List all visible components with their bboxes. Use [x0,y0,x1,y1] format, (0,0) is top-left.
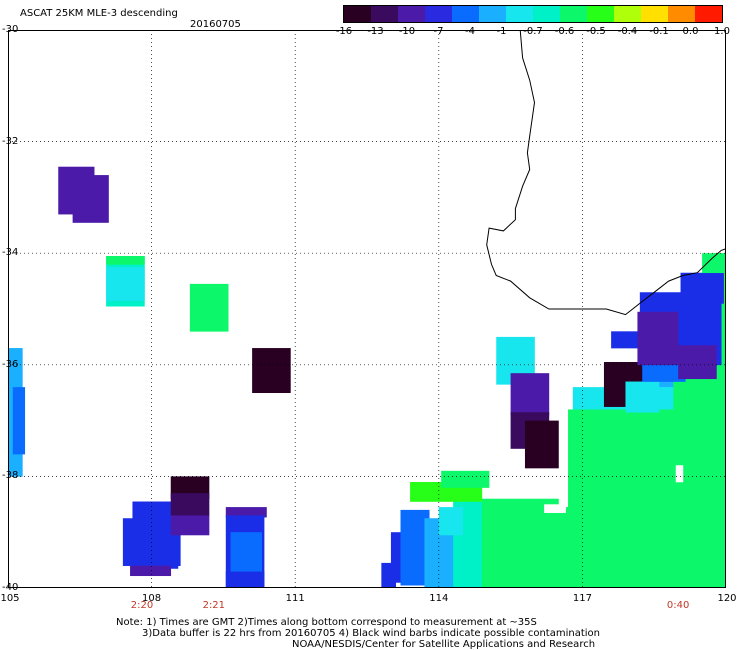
wind-cell [510,373,550,416]
colorbar-label: -10 [398,26,416,37]
wind-cell [170,493,210,516]
colorbar-label: -13 [367,26,384,37]
wind-cell [441,470,490,488]
colorbar-label: -0.6 [554,26,575,37]
colorbar-label: -16 [335,26,353,37]
wind-map-plot [8,30,726,588]
colorbar-swatch [641,6,669,22]
wind-cell [702,253,726,274]
wind-cell [680,272,724,304]
colorbar-swatch [560,6,588,22]
wind-cell [225,507,267,518]
note-line-1: Note: 1) Times are GMT 2)Times along bot… [116,617,537,628]
wind-cell [130,565,172,577]
note-line-3: NOAA/NESDIS/Center for Satellite Applica… [292,639,596,650]
wind-cell [544,507,583,588]
wind-cell [524,420,559,469]
coastline [486,30,726,316]
wind-cell [170,515,210,536]
colorbar [343,5,723,23]
wind-cell [675,465,684,483]
wind-cell [637,311,679,366]
colorbar-swatch [479,6,507,22]
colorbar-label: -0.7 [523,26,543,37]
latitude-label: -32 [2,135,19,147]
colorbar-swatch [371,6,399,22]
wind-cell [438,507,464,536]
colorbar-label: -1 [496,26,507,37]
note-line-2: 3)Data buffer is 22 hrs from 20160705 4)… [142,628,600,639]
colorbar-swatch [668,6,696,22]
wind-cell [544,504,566,513]
wind-cell [106,267,145,301]
colorbar-swatch [614,6,642,22]
wind-cell [106,255,145,265]
latitude-label: -40 [2,582,19,593]
longitude-label: 111 [285,593,305,604]
colorbar-frame [343,5,723,23]
product-title: ASCAT 25KM MLE-3 descending [20,8,178,19]
latitude-label: -38 [2,470,19,482]
longitude-label: 108 [142,593,162,604]
colorbar-label: 0.0 [682,26,699,37]
latitude-label: -36 [2,358,19,370]
plot-frame [8,30,726,588]
colorbar-label: -0.1 [649,26,669,37]
colorbar-label: -0.4 [617,26,638,37]
wind-cell [72,175,109,223]
wind-cell [12,387,26,455]
wind-cell [189,283,229,332]
longitude-label: 117 [572,593,592,604]
wind-cell [625,381,660,413]
latitude-label: -34 [2,247,19,259]
longitude-label: 120 [717,593,737,604]
wind-cell [252,348,291,393]
colorbar-swatch [425,6,453,22]
wind-cell [678,345,717,380]
time-label: 2:20 [130,600,154,611]
longitude-label: 105 [0,593,20,604]
colorbar-swatch [452,6,480,22]
wind-cell [577,493,598,588]
latitude-label: -30 [2,24,19,35]
colorbar-swatch [533,6,561,22]
colorbar-label: -7 [433,26,444,37]
colorbar-swatch [506,6,534,22]
colorbar-swatch [695,6,723,22]
product-date: 20160705 [190,19,241,30]
colorbar-swatch [398,6,426,22]
colorbar-swatch [344,6,372,22]
wind-cell [230,532,262,572]
longitude-label: 114 [429,593,449,604]
colorbar-label: -0.5 [586,26,606,37]
colorbar-label: -4 [465,26,475,37]
time-label: 0:40 [666,600,690,611]
colorbar-swatch [587,6,615,22]
wind-cell [225,571,265,588]
colorbar-label: 1.0 [714,26,730,37]
time-label: 2:21 [202,600,226,611]
